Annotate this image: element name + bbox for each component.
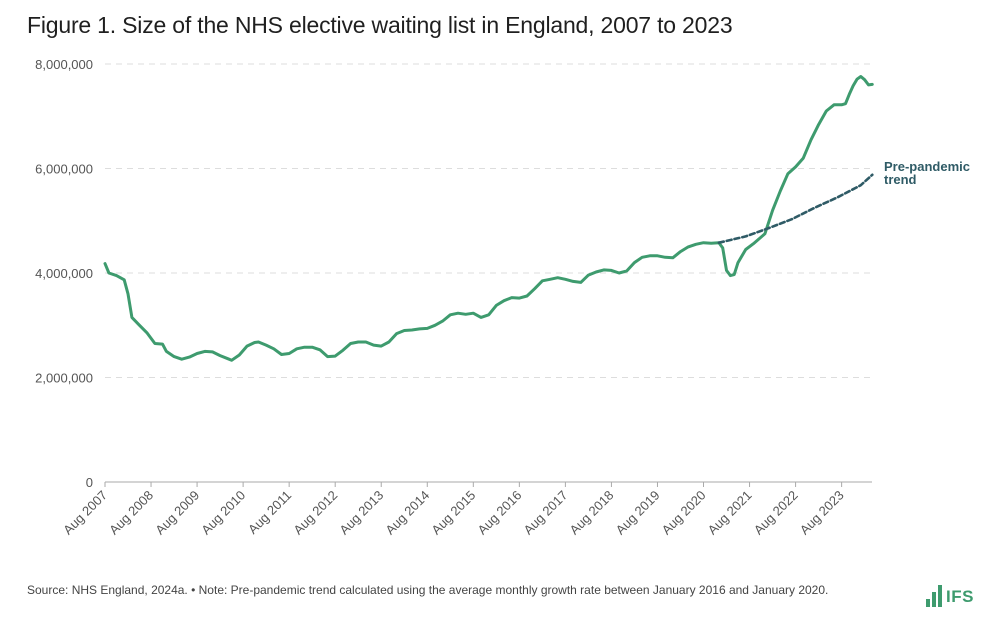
x-tick-label: Aug 2023 bbox=[797, 488, 847, 538]
x-tick-label: Aug 2010 bbox=[198, 488, 248, 538]
x-tick-label: Aug 2012 bbox=[290, 488, 340, 538]
x-tick-label: Aug 2015 bbox=[428, 488, 478, 538]
x-tick-label: Aug 2020 bbox=[659, 488, 709, 538]
logo-text: IFS bbox=[946, 587, 974, 606]
x-tick-label: Aug 2011 bbox=[245, 488, 294, 537]
logo-bar bbox=[938, 585, 942, 607]
y-tick-label: 6,000,000 bbox=[35, 162, 93, 177]
x-tick-label: Aug 2013 bbox=[336, 488, 386, 538]
y-tick-label: 8,000,000 bbox=[35, 57, 93, 72]
series-line-trend bbox=[717, 173, 874, 244]
x-tick-label: Aug 2008 bbox=[106, 488, 156, 538]
x-tick-label: Aug 2022 bbox=[751, 488, 801, 538]
bar-chart-icon bbox=[926, 585, 942, 607]
y-tick-label: 4,000,000 bbox=[35, 266, 93, 281]
annotation-label: Pre-pandemic bbox=[884, 159, 970, 174]
y-axis: 0 2,000,000 4,000,000 6,000,000 8,000,000 bbox=[35, 57, 93, 490]
x-tick-label: Aug 2016 bbox=[474, 488, 524, 538]
logo-bar bbox=[926, 599, 930, 607]
logo-bar bbox=[932, 592, 936, 607]
annotation-label: trend bbox=[884, 172, 917, 187]
x-tick-label: Aug 2017 bbox=[521, 488, 571, 538]
x-tick-label: Aug 2014 bbox=[382, 488, 432, 538]
x-tick-label: Aug 2019 bbox=[613, 488, 663, 538]
x-tick-label: Aug 2009 bbox=[152, 488, 202, 538]
series-line-waiting-list bbox=[103, 75, 874, 362]
gridlines bbox=[105, 63, 872, 378]
source-note: Source: NHS England, 2024a. • Note: Pre-… bbox=[27, 583, 829, 597]
y-tick-label: 0 bbox=[86, 475, 93, 490]
chart-title: Figure 1. Size of the NHS elective waiti… bbox=[27, 12, 733, 38]
series-lines bbox=[103, 75, 874, 362]
x-tick-label: Aug 2018 bbox=[567, 488, 617, 538]
y-tick-label: 2,000,000 bbox=[35, 371, 93, 386]
x-tick-label: Aug 2021 bbox=[705, 488, 755, 538]
ifs-logo: IFS bbox=[926, 581, 974, 607]
x-tick-label: Aug 2007 bbox=[60, 488, 110, 538]
